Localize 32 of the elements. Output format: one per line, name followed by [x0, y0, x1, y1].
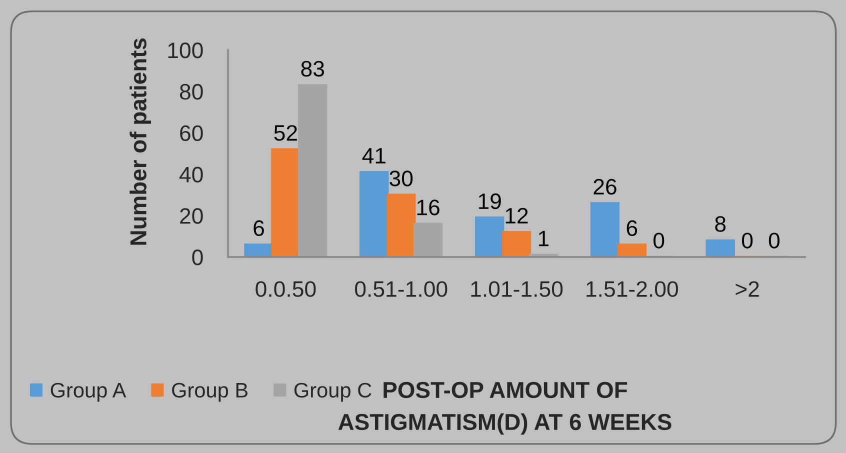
data-label: 6: [254, 220, 264, 236]
x-tick-label: 1.01-1.50: [471, 281, 563, 297]
data-label: 0: [742, 232, 753, 248]
data-label: 16: [417, 200, 440, 216]
text: ASTIGMATISM(D) AT 6 WEEKS: [338, 413, 672, 435]
data-label: 8: [715, 216, 726, 232]
data-label: 0: [654, 232, 664, 248]
y-tick-label: 80: [180, 84, 203, 100]
y-tick-label: 0: [192, 250, 203, 266]
x-tick-label: 1.51-2.00: [586, 281, 678, 297]
y-axis-title: Number of patients: [130, 38, 151, 245]
legend-label: Group B: [172, 382, 248, 402]
text: POST-OP AMOUNT OF: [384, 382, 628, 398]
data-label: 41: [362, 148, 386, 164]
x-tick-label: >2: [736, 281, 759, 297]
data-label: 52: [274, 125, 297, 141]
legend-label: Group A: [50, 382, 126, 402]
x-tick-label: 0.51-1.00: [355, 281, 448, 297]
data-label: 19: [478, 193, 501, 210]
x-tick-label: 0.0.50: [256, 281, 316, 297]
data-label: 6: [626, 220, 638, 236]
data-label: 30: [390, 170, 413, 186]
data-label: 83: [301, 60, 324, 77]
y-tick-label: 60: [180, 125, 203, 142]
data-label: 1: [538, 230, 549, 246]
legend-label: Group C: [294, 382, 372, 402]
y-tick-label: 20: [180, 208, 203, 224]
y-tick-label: 40: [179, 166, 203, 182]
data-label: 12: [506, 208, 528, 224]
y-tick-label: 100: [168, 42, 203, 58]
data-label: 0: [768, 232, 780, 248]
data-label: 26: [594, 178, 616, 195]
